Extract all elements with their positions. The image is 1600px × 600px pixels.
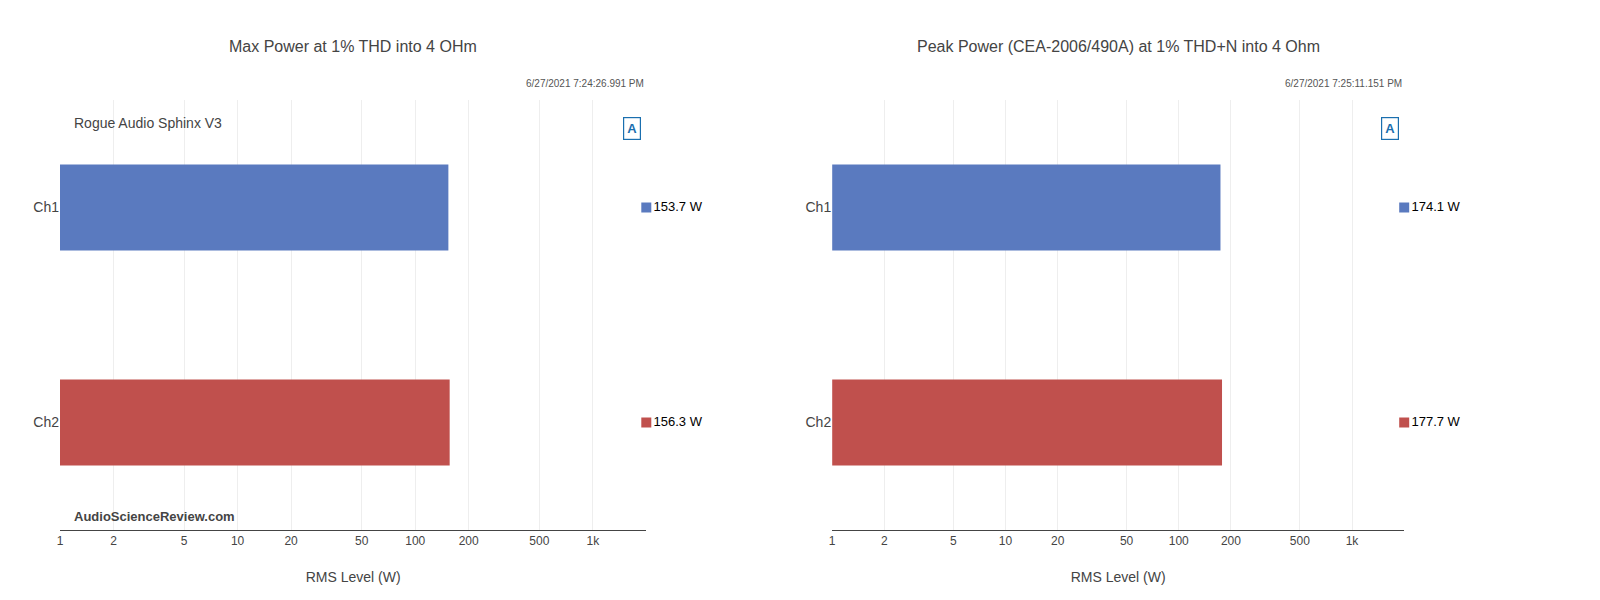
svg-text:2: 2: [110, 534, 117, 548]
svg-text:Rogue Audio Sphinx V3: Rogue Audio Sphinx V3: [74, 115, 222, 131]
svg-text:A: A: [1385, 121, 1395, 136]
svg-text:A: A: [627, 121, 637, 136]
svg-text:5: 5: [181, 534, 188, 548]
svg-text:Ch2: Ch2: [806, 414, 832, 430]
svg-text:6/27/2021 7:25:11.151 PM: 6/27/2021 7:25:11.151 PM: [1285, 78, 1402, 89]
svg-text:174.1 W: 174.1 W: [1411, 199, 1460, 214]
svg-text:6/27/2021 7:24:26.991 PM: 6/27/2021 7:24:26.991 PM: [526, 78, 644, 89]
svg-text:Ch2: Ch2: [33, 414, 59, 430]
svg-text:100: 100: [405, 534, 425, 548]
svg-text:100: 100: [1169, 534, 1189, 548]
svg-text:10: 10: [999, 534, 1013, 548]
svg-text:1: 1: [57, 534, 64, 548]
svg-text:500: 500: [529, 534, 549, 548]
svg-text:Ch1: Ch1: [33, 199, 59, 215]
svg-text:RMS Level (W): RMS Level (W): [1071, 569, 1166, 585]
svg-text:200: 200: [459, 534, 479, 548]
svg-text:156.3 W: 156.3 W: [654, 414, 703, 429]
svg-text:20: 20: [1051, 534, 1065, 548]
svg-text:177.7 W: 177.7 W: [1411, 414, 1460, 429]
svg-text:1k: 1k: [1346, 534, 1360, 548]
svg-text:500: 500: [1290, 534, 1310, 548]
svg-text:153.7 W: 153.7 W: [654, 199, 703, 214]
svg-text:20: 20: [284, 534, 298, 548]
svg-text:Max Power at 1% THD into 4 OHm: Max Power at 1% THD into 4 OHm: [229, 38, 477, 55]
svg-text:2: 2: [881, 534, 888, 548]
svg-text:AudioScienceReview.com: AudioScienceReview.com: [74, 509, 235, 524]
svg-text:RMS Level (W): RMS Level (W): [306, 569, 401, 585]
svg-text:1k: 1k: [586, 534, 600, 548]
svg-text:5: 5: [950, 534, 957, 548]
svg-text:Ch1: Ch1: [806, 199, 832, 215]
svg-text:200: 200: [1221, 534, 1241, 548]
svg-text:1: 1: [829, 534, 836, 548]
svg-text:50: 50: [355, 534, 369, 548]
svg-text:Peak Power (CEA-2006/490A) at: Peak Power (CEA-2006/490A) at 1% THD+N i…: [917, 38, 1320, 55]
svg-text:50: 50: [1120, 534, 1134, 548]
svg-text:10: 10: [231, 534, 245, 548]
